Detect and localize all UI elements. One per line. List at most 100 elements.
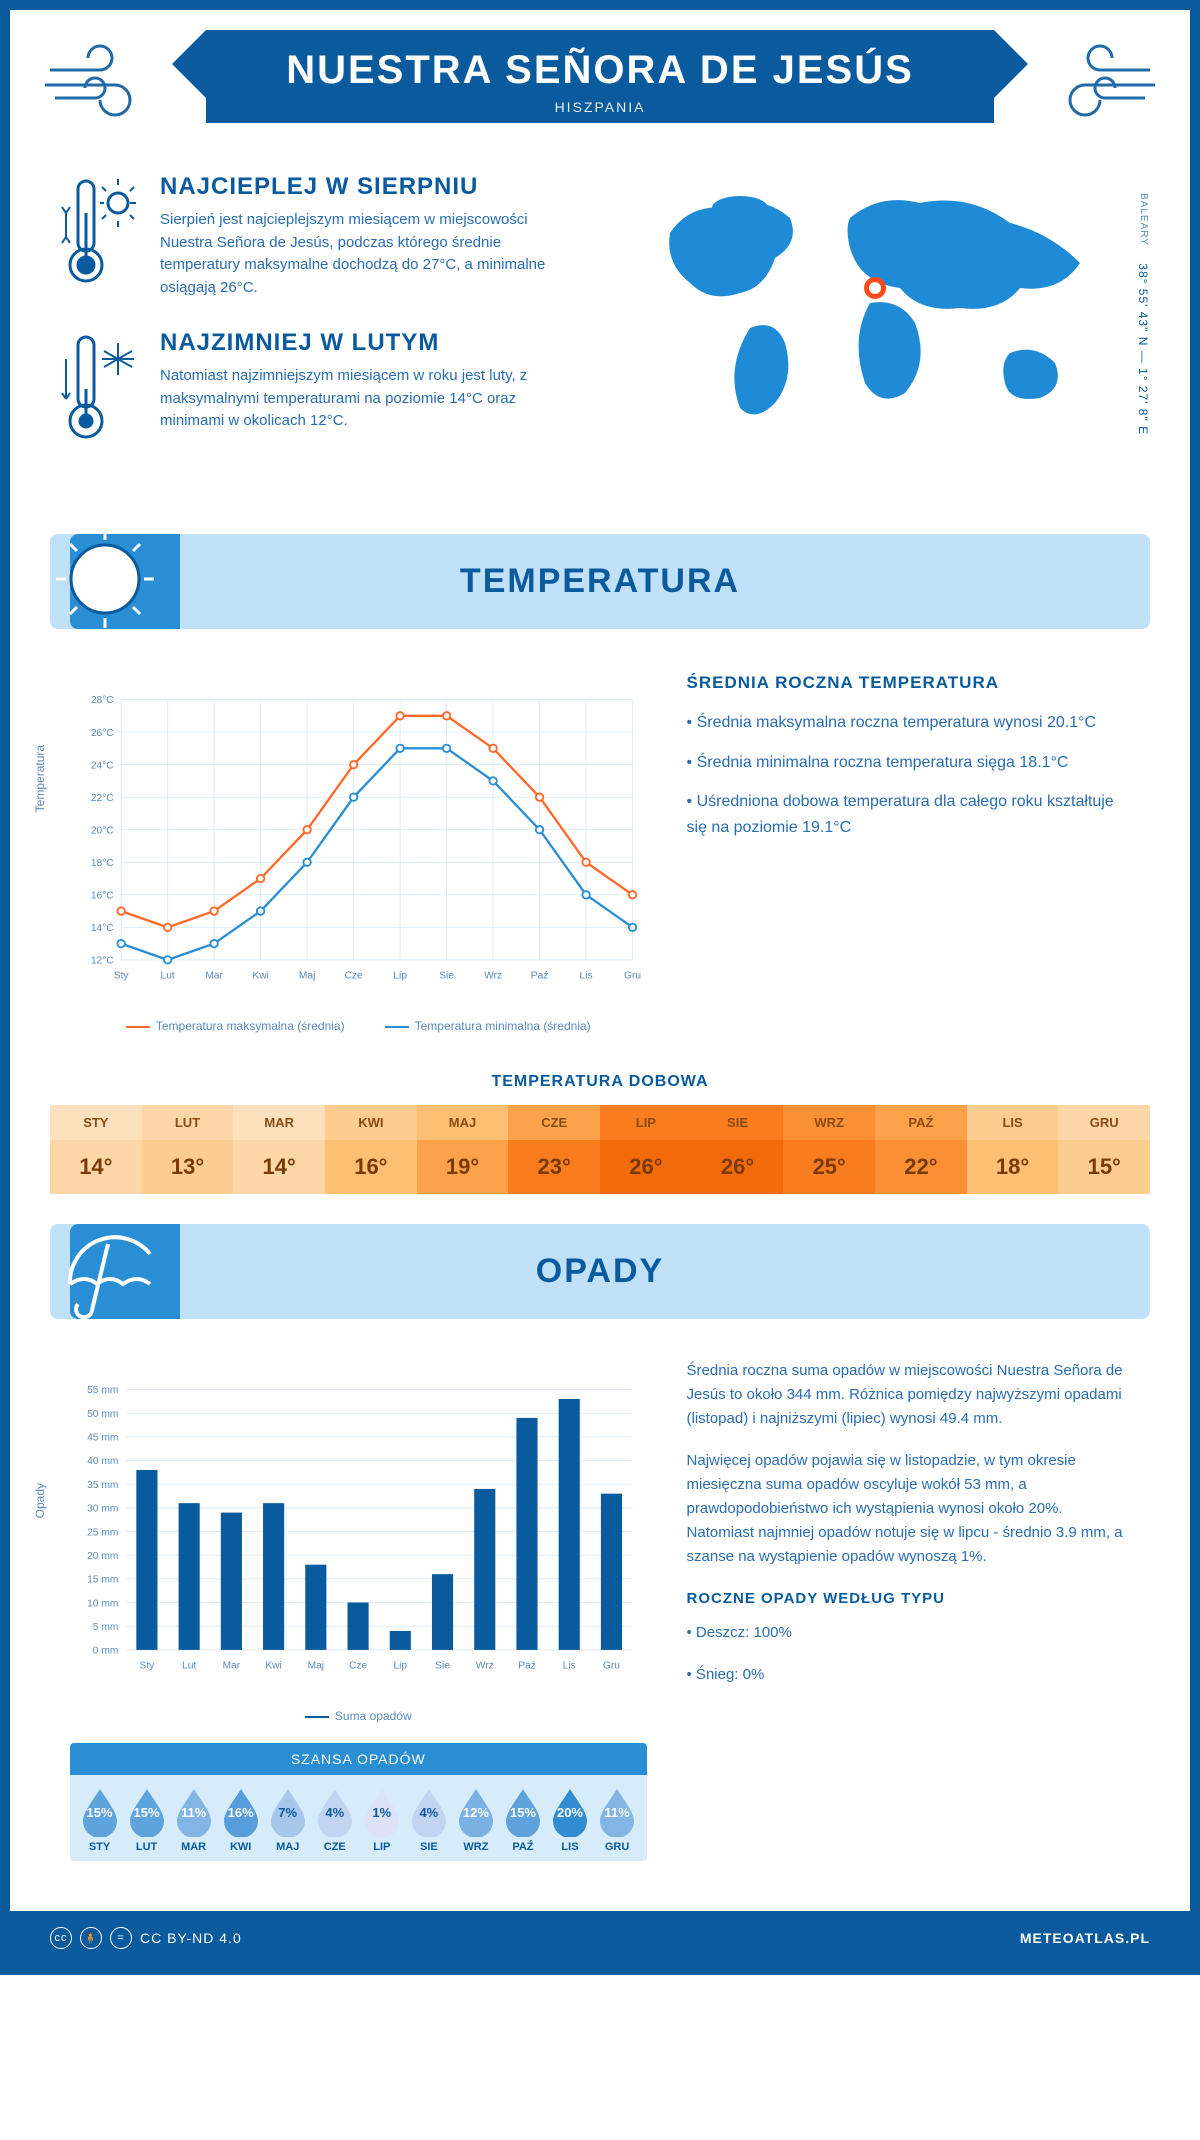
svg-text:55 mm: 55 mm [87, 1385, 118, 1396]
thermometer-cold-icon [60, 329, 140, 454]
temp-summary-line: • Średnia minimalna roczna temperatura s… [687, 750, 1130, 776]
chance-cell: 12%WRZ [452, 1787, 499, 1853]
daily-cell: PAŹ22° [875, 1105, 967, 1194]
svg-text:20°C: 20°C [91, 825, 114, 836]
chance-cell: 4%CZE [311, 1787, 358, 1853]
coldest-fact: NAJZIMNIEJ W LUTYM Natomiast najzimniejs… [60, 329, 580, 454]
raindrop-icon: 20% [549, 1787, 591, 1837]
temp-y-axis-title: Temperatura [33, 745, 47, 812]
temp-summary-line: • Średnia maksymalna roczna temperatura … [687, 710, 1130, 736]
raindrop-icon: 4% [408, 1787, 450, 1837]
chance-cell: 16%KWI [217, 1787, 264, 1853]
svg-text:Kwi: Kwi [252, 970, 268, 981]
svg-text:28°C: 28°C [91, 695, 114, 706]
daily-cell: CZE23° [508, 1105, 600, 1194]
precip-para: Najwięcej opadów pojawia się w listopadz… [687, 1449, 1130, 1569]
hottest-text: Sierpień jest najcieplejszym miesiącem w… [160, 209, 580, 299]
precipitation-heading: OPADY [50, 1252, 1150, 1291]
svg-text:Maj: Maj [308, 1660, 324, 1671]
hottest-title: NAJCIEPLEJ W SIERPNIU [160, 173, 580, 201]
chance-cell: 11%MAR [170, 1787, 217, 1853]
temperature-chart: Temperatura 12°C14°C16°C18°C20°C22°C24°C… [70, 669, 647, 1033]
intro-section: NAJCIEPLEJ W SIERPNIU Sierpień jest najc… [10, 133, 1190, 504]
svg-text:Paź: Paź [531, 970, 549, 981]
license-text: CC BY-ND 4.0 [140, 1930, 242, 1946]
svg-text:0 mm: 0 mm [93, 1646, 119, 1657]
chance-cell: 15%STY [76, 1787, 123, 1853]
wind-decoration-icon [1040, 40, 1160, 125]
page-title: NUESTRA SEÑORA DE JESÚS [286, 48, 914, 93]
svg-text:5 mm: 5 mm [93, 1622, 119, 1633]
brand: METEOATLAS.PL [1020, 1930, 1150, 1946]
daily-cell: MAR14° [233, 1105, 325, 1194]
svg-text:Cze: Cze [349, 1660, 367, 1671]
svg-text:Lut: Lut [182, 1660, 196, 1671]
svg-text:Paź: Paź [518, 1660, 536, 1671]
daily-cell: LIP26° [600, 1105, 692, 1194]
raindrop-icon: 7% [267, 1787, 309, 1837]
daily-cell: WRZ25° [783, 1105, 875, 1194]
daily-cell: MAJ19° [417, 1105, 509, 1194]
svg-text:Kwi: Kwi [265, 1660, 281, 1671]
precip-legend: Suma opadów [70, 1709, 647, 1723]
precip-bytype-line: • Deszcz: 100% [687, 1621, 1130, 1645]
wind-decoration-icon [40, 40, 160, 125]
svg-text:Lis: Lis [563, 1660, 576, 1671]
svg-text:Lis: Lis [580, 970, 593, 981]
license: cc 🧍 = CC BY-ND 4.0 [50, 1927, 242, 1949]
temp-legend: Temperatura maksymalna (średnia) Tempera… [70, 1019, 647, 1033]
title-banner: NUESTRA SEÑORA DE JESÚS HISZPANIA [206, 30, 994, 123]
nd-icon: = [110, 1927, 132, 1949]
raindrop-icon: 11% [173, 1787, 215, 1837]
thermometer-hot-icon [60, 173, 140, 299]
chance-cell: 15%LUT [123, 1787, 170, 1853]
raindrop-icon: 15% [502, 1787, 544, 1837]
chance-title: SZANSA OPADÓW [70, 1743, 647, 1775]
raindrop-icon: 11% [596, 1787, 638, 1837]
svg-text:14°C: 14°C [91, 923, 114, 934]
svg-text:22°C: 22°C [91, 793, 114, 804]
svg-text:26°C: 26°C [91, 728, 114, 739]
svg-text:Lip: Lip [393, 1660, 407, 1671]
daily-temp-title: TEMPERATURA DOBOWA [10, 1073, 1190, 1091]
chance-cell: 20%LIS [546, 1787, 593, 1853]
raindrop-icon: 4% [314, 1787, 356, 1837]
legend-min: Temperatura minimalna (średnia) [385, 1019, 591, 1033]
temp-summary-line: • Uśredniona dobowa temperatura dla całe… [687, 789, 1130, 840]
svg-text:Lut: Lut [161, 970, 175, 981]
svg-text:Cze: Cze [345, 970, 363, 981]
svg-text:40 mm: 40 mm [87, 1456, 118, 1467]
by-icon: 🧍 [80, 1927, 102, 1949]
world-map [620, 173, 1140, 433]
coldest-text: Natomiast najzimniejszym miesiącem w rok… [160, 365, 580, 433]
svg-text:Sty: Sty [114, 970, 130, 981]
daily-cell: GRU15° [1058, 1105, 1150, 1194]
svg-text:Mar: Mar [223, 1660, 241, 1671]
temperature-banner: TEMPERATURA [50, 534, 1150, 629]
daily-cell: LUT13° [142, 1105, 234, 1194]
precip-bytype-title: ROCZNE OPADY WEDŁUG TYPU [687, 1587, 1130, 1611]
raindrop-icon: 16% [220, 1787, 262, 1837]
chance-cell: 11%GRU [594, 1787, 641, 1853]
svg-text:Mar: Mar [205, 970, 223, 981]
temperature-heading: TEMPERATURA [50, 562, 1150, 601]
daily-temperature-strip: STY14°LUT13°MAR14°KWI16°MAJ19°CZE23°LIP2… [50, 1105, 1150, 1194]
svg-text:35 mm: 35 mm [87, 1480, 118, 1491]
svg-text:Sie: Sie [435, 1660, 450, 1671]
svg-text:15 mm: 15 mm [87, 1575, 118, 1586]
precip-y-axis-title: Opady [33, 1483, 47, 1518]
svg-text:Gru: Gru [624, 970, 641, 981]
page-subtitle: HISZPANIA [286, 99, 914, 115]
svg-text:Wrz: Wrz [484, 970, 502, 981]
coldest-title: NAJZIMNIEJ W LUTYM [160, 329, 580, 357]
legend-bar: Suma opadów [305, 1709, 412, 1723]
footer: cc 🧍 = CC BY-ND 4.0 METEOATLAS.PL [10, 1911, 1190, 1965]
svg-text:Sty: Sty [140, 1660, 156, 1671]
svg-text:12°C: 12°C [91, 956, 114, 967]
svg-text:20 mm: 20 mm [87, 1551, 118, 1562]
svg-text:18°C: 18°C [91, 858, 114, 869]
raindrop-icon: 1% [361, 1787, 403, 1837]
precipitation-chart: Opady 0 mm5 mm10 mm15 mm20 mm25 mm30 mm3… [70, 1359, 647, 1699]
raindrop-icon: 15% [126, 1787, 168, 1837]
raindrop-icon: 12% [455, 1787, 497, 1837]
